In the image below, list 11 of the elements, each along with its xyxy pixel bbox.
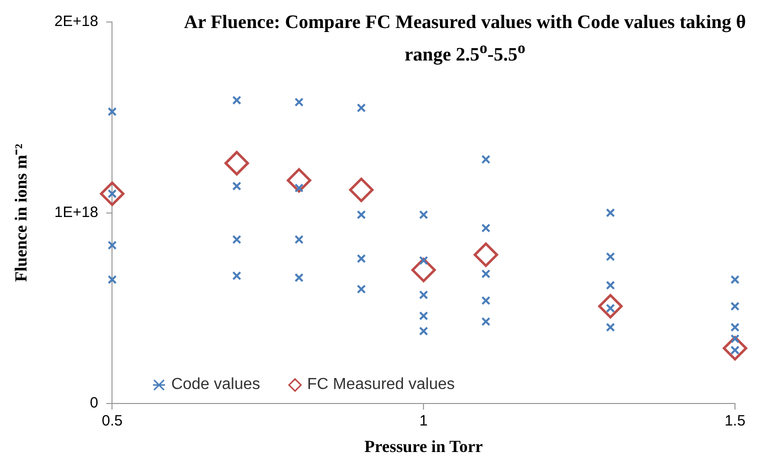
- x-tick-label: 0.5: [102, 412, 123, 430]
- legend-label: FC Measured values: [307, 376, 455, 394]
- x-tick-label: 1: [419, 412, 428, 430]
- chart-title: Ar Fluence: Compare FC Measured values with Code values taking θ range 2.5$^{o}$-5.5$^{o}$: [183, 11, 747, 68]
- x-axis-title: Pressure in Torr: [364, 437, 484, 456]
- y-tick-label: 2E+18: [54, 13, 98, 30]
- y-tick-label: 0: [90, 394, 98, 412]
- y-tick-label: 1E+18: [54, 204, 98, 221]
- legend-label: Code values: [171, 376, 260, 394]
- x-tick-label: 1.5: [724, 412, 746, 430]
- y-axis-title: Fluence in ions m⁻²: [12, 144, 31, 282]
